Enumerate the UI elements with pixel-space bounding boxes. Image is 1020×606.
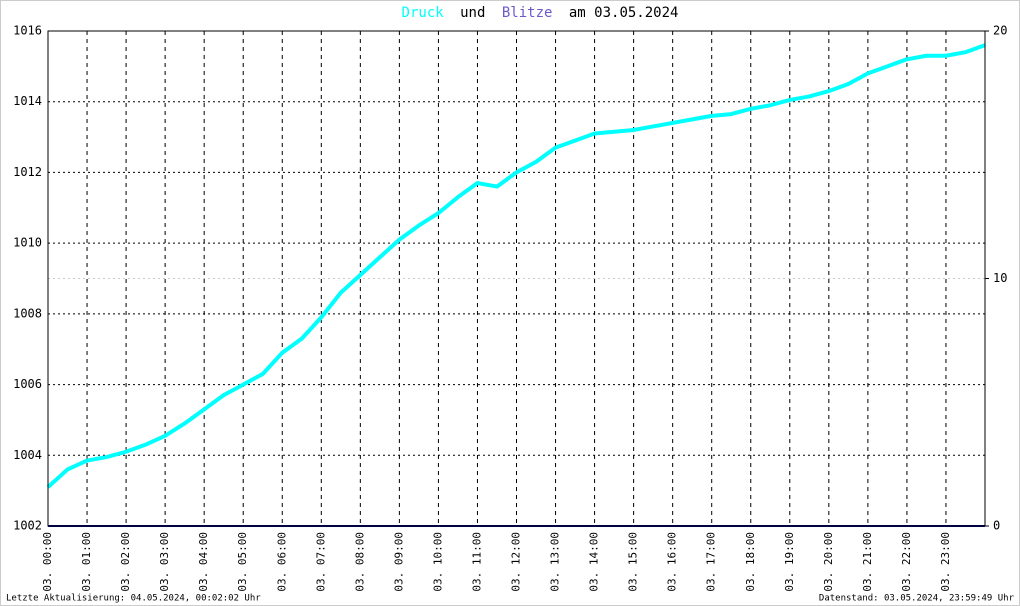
- y-tick-label: 1014: [13, 94, 42, 108]
- y2-tick-label: 10: [993, 271, 1007, 285]
- title-word: und: [460, 5, 485, 21]
- x-tick-label: 03. 23:00: [939, 532, 952, 592]
- y-tick-label: 1006: [13, 377, 42, 391]
- x-tick-label: 03. 00:00: [41, 532, 54, 592]
- x-tick-label: 03. 15:00: [627, 532, 640, 592]
- footer-note: Datenstand: 03.05.2024, 23:59:49 Uhr: [819, 594, 1015, 604]
- y-tick-label: 1002: [13, 519, 42, 533]
- x-tick-label: 03. 14:00: [588, 532, 601, 592]
- title-word: am 03.05.2024: [569, 5, 679, 21]
- x-tick-label: 03. 09:00: [392, 532, 405, 592]
- y2-tick-label: 0: [993, 519, 1000, 533]
- x-tick-label: 03. 12:00: [510, 532, 523, 592]
- x-tick-label: 03. 18:00: [744, 532, 757, 592]
- y-tick-label: 1010: [13, 236, 42, 250]
- y-tick-label: 1016: [13, 24, 42, 38]
- x-tick-label: 03. 08:00: [353, 532, 366, 592]
- x-tick-label: 03. 21:00: [861, 532, 874, 592]
- x-tick-label: 03. 19:00: [783, 532, 796, 592]
- series-line: [46, 43, 986, 489]
- x-tick-label: 03. 01:00: [80, 532, 93, 592]
- x-tick-label: 03. 06:00: [275, 532, 288, 592]
- x-tick-label: 03. 20:00: [822, 532, 835, 592]
- x-tick-label: 03. 13:00: [549, 532, 562, 592]
- chart-title: Druck und Blitze am 03.05.2024: [402, 5, 679, 21]
- x-tick-label: 03. 04:00: [197, 532, 210, 592]
- x-tick-label: 03. 11:00: [470, 532, 483, 592]
- y-tick-label: 1012: [13, 165, 42, 179]
- x-tick-label: 03. 17:00: [705, 532, 718, 592]
- x-tick-label: 03. 10:00: [431, 532, 444, 592]
- x-tick-label: 03. 16:00: [666, 532, 679, 592]
- plot-border: [47, 30, 986, 527]
- x-tick-label: 03. 05:00: [236, 532, 249, 592]
- y2-tick-label: 20: [993, 24, 1007, 38]
- legend-entry: Druck: [402, 5, 445, 21]
- x-tick-label: 03. 03:00: [158, 532, 171, 592]
- x-tick-label: 03. 07:00: [314, 532, 327, 592]
- x-tick-label: 03. 02:00: [119, 532, 132, 592]
- legend-entry: Blitze: [502, 5, 553, 21]
- y-tick-label: 1004: [13, 448, 42, 462]
- footer-note: Letzte Aktualisierung: 04.05.2024, 00:02…: [6, 594, 261, 604]
- x-tick-label: 03. 22:00: [900, 532, 913, 592]
- y-tick-label: 1008: [13, 306, 42, 320]
